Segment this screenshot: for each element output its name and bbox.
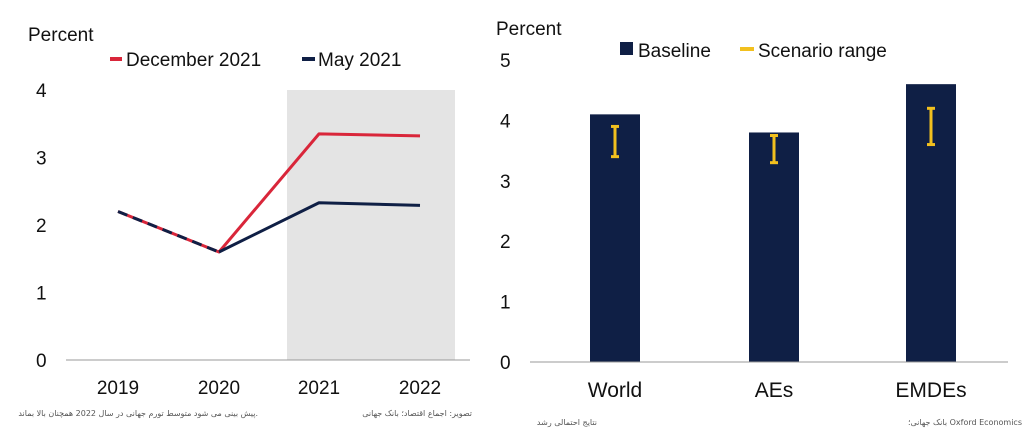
right-caption: نتایج احتمالی رشد xyxy=(537,418,597,427)
left-series-lines xyxy=(117,132,421,254)
bar-baseline xyxy=(749,132,799,362)
left-x-tick-label: 2020 xyxy=(198,378,240,399)
right-y-tick-label: 3 xyxy=(500,172,511,193)
right-y-tick-label: 0 xyxy=(500,353,511,374)
inflation-line-chart: Percent December 2021 May 2021 0 1 2 3 4 201… xyxy=(18,25,472,418)
legend-label-may-2021: May 2021 xyxy=(318,50,401,71)
right-y-tick-label: 2 xyxy=(500,232,511,253)
left-x-tick-label: 2021 xyxy=(298,378,340,399)
right-x-tick-label: AEs xyxy=(755,379,794,402)
right-x-tick-label: EMDEs xyxy=(895,379,966,402)
right-y-tick-label: 5 xyxy=(500,51,511,72)
series-line-may-2021-history xyxy=(117,210,220,254)
forecast-shaded-area xyxy=(287,90,455,360)
right-x-ticks: World AEs EMDEs xyxy=(588,379,967,402)
left-y-ticks: 0 1 2 3 4 xyxy=(36,81,47,372)
legend-label-baseline: Baseline xyxy=(638,41,711,62)
right-x-tick-label: World xyxy=(588,379,642,402)
left-y-axis-label: Percent xyxy=(28,25,94,46)
left-y-tick-label: 1 xyxy=(36,284,47,305)
series-line-may-2021 xyxy=(218,201,421,254)
left-y-tick-label: 3 xyxy=(36,149,47,170)
left-x-tick-label: 2019 xyxy=(97,378,139,399)
right-legend: Baseline Scenario range xyxy=(620,41,887,62)
right-y-ticks: 0 1 2 3 4 5 xyxy=(500,51,511,374)
right-y-tick-label: 4 xyxy=(500,111,511,132)
legend-swatch-baseline xyxy=(620,42,633,55)
left-caption: پیش بینی می شود متوسط تورم جهانی در سال … xyxy=(18,409,258,418)
left-x-tick-label: 2022 xyxy=(399,378,441,399)
growth-bar-chart: Percent Baseline Scenario range 0 1 2 3 4 5 W… xyxy=(496,19,1022,427)
legend-label-december-2021: December 2021 xyxy=(126,50,261,71)
left-legend: December 2021 May 2021 xyxy=(110,50,401,71)
left-y-tick-label: 0 xyxy=(36,351,47,372)
left-source: تصویر: اجماع اقتصاد؛ بانک جهانی xyxy=(362,409,472,418)
legend-label-scenario-range: Scenario range xyxy=(758,41,887,62)
right-y-axis-label: Percent xyxy=(496,19,562,40)
left-y-tick-label: 2 xyxy=(36,216,47,237)
left-y-tick-label: 4 xyxy=(36,81,47,102)
right-bars xyxy=(590,84,956,362)
right-source: بانک جهانی؛ Oxford Economics xyxy=(908,418,1022,427)
right-y-tick-label: 1 xyxy=(500,293,511,314)
left-x-ticks: 2019 2020 2021 2022 xyxy=(97,378,441,399)
